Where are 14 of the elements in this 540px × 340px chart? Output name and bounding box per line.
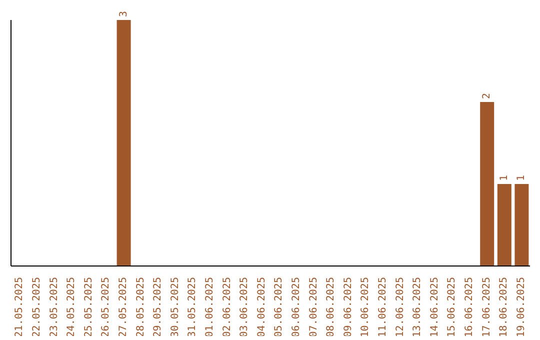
x-tick-label: 12.06.2025 xyxy=(394,277,406,338)
x-tick-label: 11.06.2025 xyxy=(377,277,388,338)
data-label: 2 xyxy=(482,92,493,99)
x-tick-label: 17.06.2025 xyxy=(481,277,492,338)
x-tick-label: 14.06.2025 xyxy=(429,277,440,338)
x-tick-label: 16.06.2025 xyxy=(464,277,475,338)
data-label: 1 xyxy=(498,174,510,181)
x-tick-label: 13.06.2025 xyxy=(412,277,424,338)
x-tick-label: 19.06.2025 xyxy=(516,277,527,338)
data-label: 1 xyxy=(516,174,528,181)
data-label: 3 xyxy=(118,10,130,17)
x-tick-label: 15.06.2025 xyxy=(446,277,458,338)
x-tick-label: 10.06.2025 xyxy=(360,277,372,338)
x-tick-label: 18.06.2025 xyxy=(498,277,510,338)
